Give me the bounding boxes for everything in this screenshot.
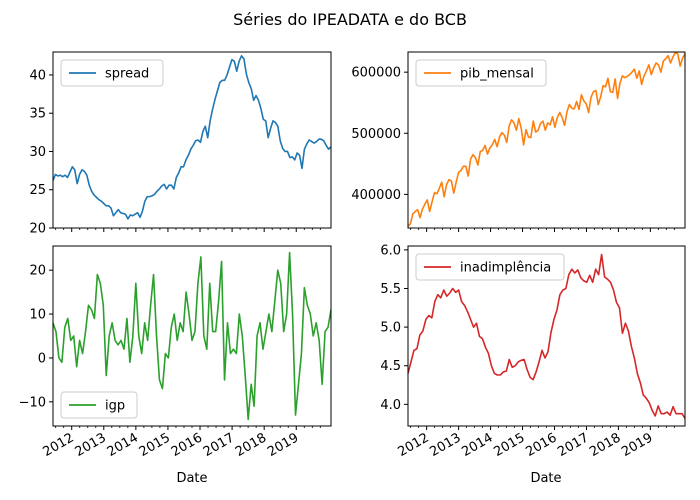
y-tick-label: 4.5 [380, 359, 401, 374]
axes-frame [407, 245, 686, 427]
pib_mensal-series-line [407, 51, 686, 227]
y-tick-label: 35 [29, 107, 46, 122]
axes-frame [407, 51, 686, 229]
x-axis-label-right: Date [530, 471, 561, 486]
y-tick-label: 400000 [351, 188, 401, 203]
y-tick-label: 10 [29, 308, 46, 323]
legend: inadimplência [415, 253, 565, 281]
legend-box [415, 253, 565, 281]
pib-mensal-panel: 400000 500000 600000 pib_mensal [351, 51, 686, 232]
y-tick-label: 20 [29, 264, 46, 279]
x-axis-label-left: Date [176, 471, 207, 486]
y-tick-label: 5.0 [380, 321, 401, 336]
y-tick-label: 0 [38, 351, 46, 366]
y-tick-label: 4.0 [380, 398, 401, 413]
y-tick-label: 40 [29, 68, 46, 83]
legend-box [415, 59, 547, 87]
y-tick-label: 30 [29, 145, 46, 160]
igp-series-line [52, 251, 332, 421]
inadimplência-series-line [407, 253, 686, 419]
legend-label: pib_mensal [460, 67, 534, 82]
legend-box [60, 59, 164, 87]
axes-frame [52, 51, 332, 229]
legend: igp [60, 391, 138, 419]
legend-label: igp [105, 399, 125, 414]
legend-label: inadimplência [460, 261, 551, 276]
figure-title: Séries do IPEADATA e do BCB [233, 10, 467, 29]
legend: spread [60, 59, 164, 87]
legend-label: spread [105, 67, 149, 82]
y-tick-label: −10 [19, 395, 46, 410]
spread-series-line [52, 55, 332, 220]
y-tick-label: 5.5 [380, 282, 401, 297]
spread-panel: 20 25 30 35 40 spread [29, 51, 332, 237]
axes-frame [52, 245, 332, 427]
y-tick-label: 500000 [351, 127, 401, 142]
legend-box [60, 391, 138, 419]
y-tick-label: 600000 [351, 66, 401, 81]
legend: pib_mensal [415, 59, 547, 87]
y-tick-label: 25 [29, 183, 46, 198]
y-tick-label: 20 [29, 222, 46, 237]
y-tick-label: 6.0 [380, 243, 401, 258]
